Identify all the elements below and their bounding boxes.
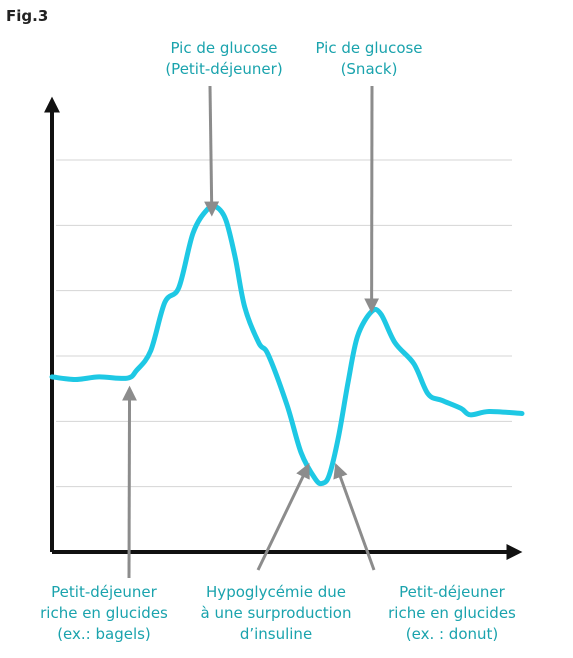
annotation-text: Pic de glucose (Petit-déjeuner) xyxy=(165,39,282,78)
annotation-text: Petit-déjeuner riche en glucides (ex. : do… xyxy=(388,583,516,643)
annotation-peak-snack: Pic de glucose (Snack) xyxy=(315,39,422,78)
pointer-arrow-peak-breakfast xyxy=(204,85,220,217)
annotation-text: Petit-déjeuner riche en glucides (ex.: bag… xyxy=(40,583,168,643)
annotation-text: Hypoglycémie due à une surproduction d’ins… xyxy=(200,583,351,643)
annotation-line: Hypoglycémie due xyxy=(206,583,346,601)
annotation-line: Pic de glucose xyxy=(170,39,277,57)
series-layer xyxy=(49,203,525,487)
annotation-hypoglycemia: Hypoglycémie due à une surproduction d’ins… xyxy=(200,583,351,643)
annotation-pointers xyxy=(122,85,380,579)
gridlines xyxy=(56,159,512,488)
annotation-line: (ex.: bagels) xyxy=(57,625,151,643)
annotation-line: riche en glucides xyxy=(40,604,168,622)
annotation-line: (Petit-déjeuner) xyxy=(165,60,282,78)
annotation-line: (Snack) xyxy=(341,60,398,78)
annotation-line: Petit-déjeuner xyxy=(399,583,505,601)
pointer-arrow-breakfast-donut xyxy=(333,462,376,571)
annotation-line: à une surproduction xyxy=(200,604,351,622)
axes xyxy=(44,96,523,560)
annotation-line: riche en glucides xyxy=(388,604,516,622)
annotation-breakfast-donut: Petit-déjeuner riche en glucides (ex. : do… xyxy=(388,583,516,643)
annotation-line: Pic de glucose xyxy=(315,39,422,57)
annotation-labels: Pic de glucose (Petit-déjeuner)Pic de glu… xyxy=(40,39,516,643)
pointer-arrow-hypoglycemia xyxy=(256,463,310,571)
annotation-peak-breakfast: Pic de glucose (Petit-déjeuner) xyxy=(165,39,282,78)
glucose-series-line xyxy=(49,203,525,487)
annotation-text: Pic de glucose (Snack) xyxy=(315,39,422,78)
pointer-arrow-breakfast-bagels xyxy=(122,385,138,579)
annotation-line: Petit-déjeuner xyxy=(51,583,157,601)
figure-label: Fig.3 xyxy=(6,7,48,25)
annotation-breakfast-bagels: Petit-déjeuner riche en glucides (ex.: bag… xyxy=(40,583,168,643)
annotation-line: (ex. : donut) xyxy=(406,625,499,643)
annotation-line: d’insuline xyxy=(240,625,312,643)
